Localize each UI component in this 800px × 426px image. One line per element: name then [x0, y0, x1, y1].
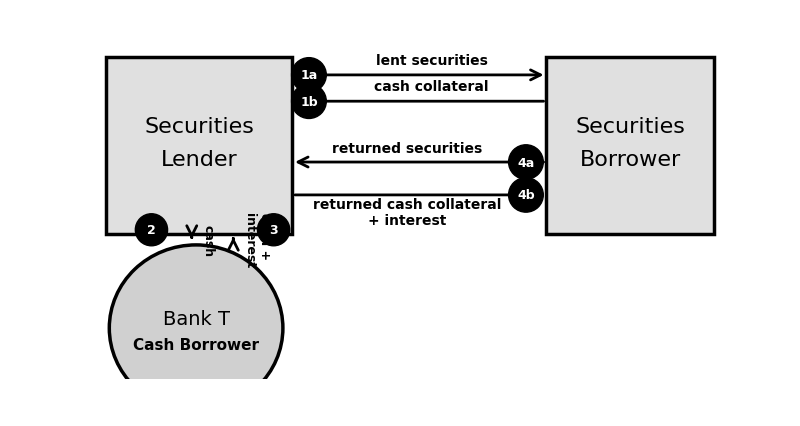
Text: 4a: 4a	[518, 156, 534, 169]
Text: lent securities: lent securities	[376, 54, 488, 67]
Text: 2: 2	[147, 224, 156, 237]
Text: Lender: Lender	[161, 150, 238, 170]
Ellipse shape	[291, 85, 326, 119]
Text: 1b: 1b	[300, 95, 318, 109]
Ellipse shape	[135, 214, 167, 246]
Text: Borrower: Borrower	[579, 150, 681, 170]
FancyBboxPatch shape	[106, 58, 292, 235]
Text: Securities: Securities	[144, 117, 254, 137]
Text: returned securities: returned securities	[332, 141, 482, 155]
Text: Cash Borrower: Cash Borrower	[133, 337, 259, 352]
Ellipse shape	[509, 145, 543, 180]
Ellipse shape	[110, 245, 283, 411]
Text: 3: 3	[270, 224, 278, 237]
Text: returned cash collateral
+ interest: returned cash collateral + interest	[313, 197, 501, 227]
Text: 1a: 1a	[300, 69, 318, 82]
Text: cash: cash	[202, 224, 214, 256]
Ellipse shape	[509, 178, 543, 213]
Ellipse shape	[291, 58, 326, 93]
Text: cash +
interest: cash + interest	[243, 213, 271, 268]
Text: cash collateral: cash collateral	[374, 80, 489, 94]
Ellipse shape	[258, 214, 290, 246]
Text: Securities: Securities	[575, 117, 685, 137]
FancyBboxPatch shape	[546, 58, 714, 235]
Text: 4b: 4b	[517, 189, 534, 202]
Text: Bank T: Bank T	[162, 309, 230, 328]
